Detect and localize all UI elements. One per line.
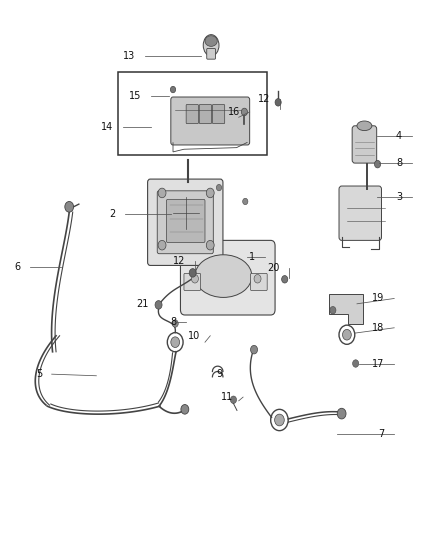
Circle shape: [243, 198, 248, 205]
FancyBboxPatch shape: [251, 273, 267, 290]
Circle shape: [275, 99, 281, 106]
Circle shape: [155, 301, 162, 309]
Circle shape: [172, 320, 178, 327]
Text: 15: 15: [129, 91, 141, 101]
FancyBboxPatch shape: [171, 97, 250, 145]
Circle shape: [65, 201, 74, 212]
Circle shape: [282, 276, 288, 283]
Circle shape: [181, 405, 189, 414]
FancyBboxPatch shape: [180, 240, 275, 315]
Circle shape: [230, 396, 237, 403]
Text: 12: 12: [173, 256, 185, 266]
Ellipse shape: [195, 255, 252, 297]
Text: 7: 7: [378, 430, 385, 439]
Ellipse shape: [357, 121, 372, 131]
Text: 14: 14: [101, 122, 113, 132]
Circle shape: [251, 345, 258, 354]
Circle shape: [191, 274, 198, 283]
Circle shape: [158, 188, 166, 198]
FancyBboxPatch shape: [352, 126, 377, 163]
Bar: [118, 72, 267, 155]
Text: 4: 4: [396, 131, 402, 141]
Circle shape: [158, 240, 166, 250]
Circle shape: [330, 306, 336, 314]
Circle shape: [206, 188, 214, 198]
Text: 10: 10: [188, 331, 201, 341]
Circle shape: [343, 329, 351, 340]
Circle shape: [275, 414, 284, 426]
FancyBboxPatch shape: [184, 273, 201, 290]
Circle shape: [171, 337, 180, 348]
FancyBboxPatch shape: [148, 179, 223, 265]
Text: 17: 17: [372, 359, 385, 368]
Circle shape: [206, 240, 214, 250]
Text: 18: 18: [372, 323, 385, 333]
Circle shape: [216, 184, 222, 191]
Circle shape: [353, 360, 359, 367]
FancyBboxPatch shape: [339, 186, 381, 240]
Text: 21: 21: [137, 299, 149, 309]
Ellipse shape: [205, 36, 217, 46]
Text: 16: 16: [228, 107, 240, 117]
Text: 19: 19: [372, 294, 385, 303]
Circle shape: [337, 408, 346, 419]
Text: 1: 1: [249, 252, 255, 262]
Text: 13: 13: [123, 51, 135, 61]
FancyBboxPatch shape: [166, 199, 205, 243]
Circle shape: [254, 274, 261, 283]
Text: 3: 3: [396, 192, 402, 202]
FancyBboxPatch shape: [212, 104, 225, 124]
Ellipse shape: [203, 35, 219, 56]
Circle shape: [170, 86, 176, 93]
Circle shape: [189, 269, 196, 277]
FancyBboxPatch shape: [199, 104, 212, 124]
Text: 5: 5: [36, 369, 42, 379]
Text: 12: 12: [258, 94, 271, 103]
FancyBboxPatch shape: [157, 191, 213, 254]
Text: 8: 8: [170, 318, 177, 327]
Circle shape: [374, 160, 381, 168]
Text: 8: 8: [396, 158, 402, 167]
FancyBboxPatch shape: [207, 49, 215, 59]
Text: 11: 11: [221, 392, 233, 402]
FancyBboxPatch shape: [186, 104, 198, 124]
Text: 6: 6: [14, 262, 20, 271]
Circle shape: [241, 108, 247, 116]
Text: 2: 2: [109, 209, 115, 219]
Text: 20: 20: [267, 263, 279, 272]
Polygon shape: [328, 294, 363, 324]
Text: 9: 9: [216, 369, 223, 379]
